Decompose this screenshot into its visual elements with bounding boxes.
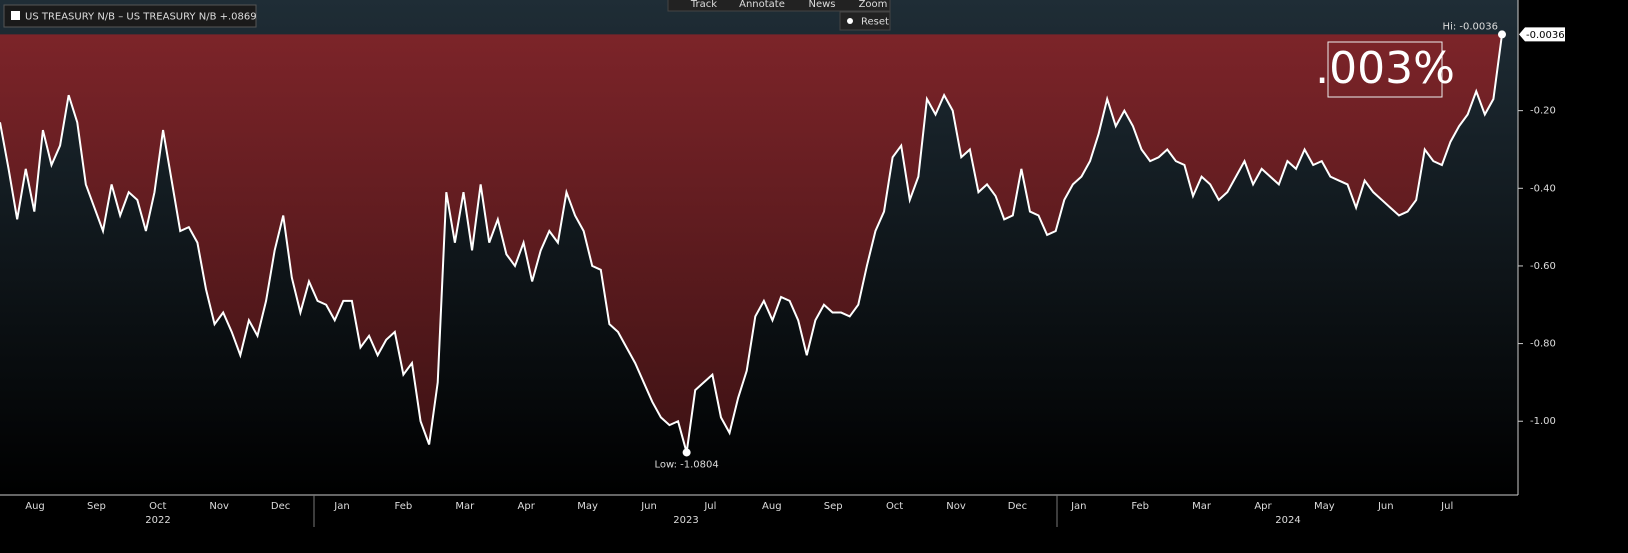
toolbar-button[interactable]: News [808,0,835,10]
x-tick-label: Feb [395,501,413,512]
x-tick-label: Jun [640,501,657,512]
y-tick-label: -0.20 [1530,106,1556,117]
x-tick-label: Apr [1254,501,1272,512]
toolbar-button[interactable]: Track [690,0,717,10]
callout-box [1327,41,1443,98]
high-marker [1498,30,1506,39]
toolbar-button[interactable]: Zoom [859,0,888,10]
high-annotation: Hi: -0.0036 [1443,21,1498,32]
x-tick-label: Aug [25,501,45,512]
toolbar-button[interactable]: Annotate [739,0,785,10]
x-tick-label: Oct [149,501,166,512]
x-tick-label: Jul [703,501,716,512]
x-tick-label: Jan [1070,501,1086,512]
y-tick-label: -1.00 [1530,416,1556,427]
low-annotation: Low: -1.0804 [654,459,718,470]
toolbar: Track Annotate News Zoom Reset [667,0,891,31]
last-value-label: -0.0036 [1526,30,1565,41]
year-label: 2022 [145,515,170,526]
toolbar-bar [667,0,891,12]
callout: .003% [1315,43,1455,94]
x-tick-label: Jan [333,501,349,512]
low-marker [682,448,691,457]
legend-swatch [11,11,20,20]
x-tick-label: Aug [762,501,782,512]
x-tick-label: Jun [1377,501,1394,512]
x-tick-label: Sep [824,501,843,512]
y-tick-label: -0.40 [1530,183,1556,194]
x-tick-label: Apr [518,501,536,512]
x-tick-label: Nov [209,501,229,512]
y-tick-label: -0.60 [1530,261,1556,272]
reset-icon [847,18,853,24]
year-label: 2023 [673,515,698,526]
x-tick-label: Nov [946,501,966,512]
series-line [0,34,1503,453]
x-tick-label: Jul [1440,501,1453,512]
x-tick-label: Mar [455,501,475,512]
x-tick-label: Dec [271,501,290,512]
x-tick-label: Mar [1192,501,1212,512]
year-label: 2024 [1275,515,1300,526]
x-tick-label: Dec [1008,501,1027,512]
x-tick-label: May [1314,501,1335,512]
legend-label: US TREASURY N/B – US TREASURY N/B +.0869 [25,12,257,23]
legend-box [3,4,257,28]
x-tick-label: Sep [87,501,106,512]
y-tick-label: -0.80 [1530,339,1556,350]
x-tick-label: Oct [886,501,903,512]
x-tick-label: May [577,501,598,512]
last-value-tag [1519,27,1565,42]
reset-button[interactable]: Reset [861,17,889,28]
reset-button-bg[interactable] [839,11,891,31]
x-tick-label: Feb [1131,501,1149,512]
